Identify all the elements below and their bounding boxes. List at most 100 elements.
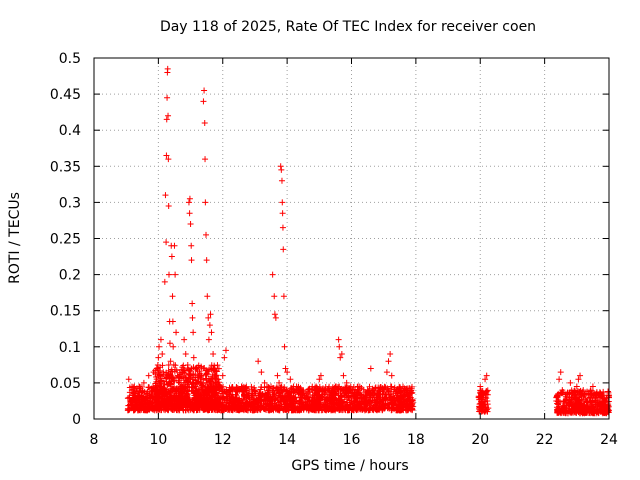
data-point <box>181 336 188 343</box>
data-point <box>557 369 564 376</box>
data-point <box>248 394 255 401</box>
data-point <box>192 365 199 372</box>
data-point <box>187 371 194 378</box>
data-point <box>580 387 587 394</box>
data-point <box>279 224 286 231</box>
data-point <box>562 409 569 416</box>
data-point <box>137 401 144 408</box>
data-point <box>397 406 404 413</box>
data-point <box>201 119 208 126</box>
data-point <box>230 405 237 412</box>
x-tick-label: 20 <box>471 432 489 448</box>
data-point <box>170 343 177 350</box>
data-point <box>250 400 257 407</box>
data-point <box>408 383 415 390</box>
data-point <box>136 383 143 390</box>
data-point <box>483 372 490 379</box>
data-point <box>387 351 394 358</box>
data-point <box>171 242 178 249</box>
data-point <box>129 403 136 410</box>
data-point <box>575 376 582 383</box>
data-point <box>400 394 406 401</box>
data-point <box>484 397 491 404</box>
data-point <box>185 199 192 206</box>
data-point <box>563 402 570 409</box>
data-point <box>372 384 379 391</box>
data-point <box>165 112 172 119</box>
data-point <box>205 314 212 321</box>
data-point <box>338 351 345 358</box>
data-point <box>163 152 170 159</box>
data-point <box>162 407 169 414</box>
data-point <box>156 343 163 350</box>
data-point <box>192 371 199 378</box>
data-point <box>173 388 180 395</box>
data-point <box>314 403 321 410</box>
data-point <box>265 387 272 394</box>
data-point <box>263 401 270 408</box>
data-point <box>157 389 164 396</box>
data-point <box>268 383 275 390</box>
data-point <box>226 400 233 407</box>
x-tick-label: 10 <box>149 432 167 448</box>
data-point <box>160 369 167 376</box>
data-point <box>217 407 224 414</box>
data-point <box>276 379 283 386</box>
data-point <box>162 192 169 199</box>
data-point <box>485 405 492 412</box>
data-point <box>168 253 175 260</box>
data-point <box>278 384 285 391</box>
data-point <box>262 400 269 407</box>
data-point <box>189 314 196 321</box>
data-point <box>165 203 172 210</box>
data-point <box>188 242 195 249</box>
data-point <box>396 397 403 404</box>
x-tick-label: 12 <box>214 432 232 448</box>
data-point <box>208 329 215 336</box>
data-point <box>273 404 280 411</box>
data-point <box>345 394 352 401</box>
data-point <box>210 351 217 358</box>
data-point <box>569 406 576 413</box>
data-point <box>202 156 209 163</box>
data-point <box>393 394 400 401</box>
data-point <box>385 358 392 365</box>
data-point <box>300 387 307 394</box>
data-point <box>579 410 586 417</box>
data-point <box>580 394 587 401</box>
data-point <box>179 389 186 396</box>
x-tick-label: 22 <box>536 432 554 448</box>
data-point <box>184 365 191 372</box>
data-point <box>291 406 298 413</box>
data-point <box>190 390 197 397</box>
data-point <box>204 399 211 406</box>
data-point <box>336 395 343 402</box>
data-point <box>128 397 135 404</box>
data-point <box>173 367 180 374</box>
data-point <box>241 393 248 400</box>
data-point <box>277 163 284 170</box>
data-point <box>340 372 347 379</box>
data-point <box>157 401 164 408</box>
data-point <box>553 398 560 405</box>
data-point <box>399 383 406 390</box>
data-point <box>310 402 317 409</box>
data-point <box>131 390 138 397</box>
data-point <box>267 394 274 401</box>
data-point <box>599 394 606 401</box>
data-point <box>194 400 201 407</box>
data-point <box>306 397 313 404</box>
data-point <box>298 401 305 408</box>
data-point <box>158 383 165 390</box>
data-point <box>160 387 167 394</box>
y-tick-labels: 0 0.05 0.1 0.15 0.2 0.25 0.3 0.35 0.4 0.45 0.5 <box>50 51 81 428</box>
data-point <box>337 404 344 411</box>
data-point <box>161 278 168 285</box>
data-point <box>358 385 365 392</box>
data-point <box>252 403 259 410</box>
data-point <box>480 390 487 397</box>
data-point <box>201 87 208 94</box>
data-point <box>188 257 195 264</box>
data-point <box>330 400 337 407</box>
data-point <box>229 394 236 401</box>
